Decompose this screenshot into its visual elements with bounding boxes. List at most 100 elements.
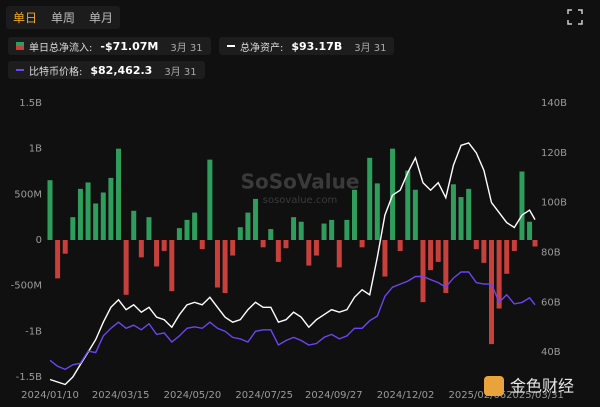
bar (77, 188, 83, 240)
bar (192, 212, 198, 240)
bar (161, 240, 167, 251)
y2-tick-label: 120B (541, 148, 567, 159)
bar (496, 240, 502, 309)
legend-item: 比特币价格: $82,462.3 3月 31 (8, 61, 205, 79)
legend-name: 单日总净流入: (29, 42, 93, 54)
bar (532, 240, 538, 247)
tab[interactable]: 单月 (89, 11, 114, 25)
y-tick-label: 1B (29, 144, 42, 155)
bar (511, 240, 517, 251)
source-text: 金色财经 (510, 377, 574, 396)
x-tick-label: 2025/03/31 (506, 390, 564, 401)
legend-swatch (16, 42, 24, 50)
bar (275, 240, 281, 262)
bar (428, 240, 434, 271)
bar (93, 203, 99, 240)
x-tick-label: 2024/12/02 (377, 390, 435, 401)
bar (374, 183, 380, 240)
bar (214, 240, 220, 288)
bar (260, 240, 266, 248)
bar (336, 240, 342, 268)
bar (283, 240, 289, 249)
bar (184, 219, 190, 240)
y-tick-label: -1.5B (16, 372, 43, 383)
line (49, 142, 536, 386)
bar (435, 240, 441, 262)
bar (306, 240, 312, 266)
bar (313, 240, 319, 256)
bar (268, 229, 274, 240)
y-tick-label: 0 (36, 235, 42, 246)
y-tick-label: -1B (25, 326, 42, 337)
bar (62, 240, 68, 254)
bar (420, 240, 426, 303)
bar (412, 189, 418, 240)
bar (527, 221, 533, 240)
line (49, 271, 536, 371)
bar (176, 228, 182, 240)
x-tick-label: 2024/07/25 (235, 390, 293, 401)
bar (222, 240, 228, 293)
y2-tick-label: 80B (541, 247, 561, 258)
bar (344, 219, 350, 240)
bar (351, 189, 357, 240)
y-tick-label: 1.5B (19, 98, 42, 109)
bar (504, 240, 510, 274)
y2-tick-label: 40B (541, 347, 561, 358)
bar (329, 219, 335, 240)
legend-swatch (227, 45, 235, 47)
period-tabs: 单日 单周 单月 (6, 6, 121, 29)
fullscreen-icon[interactable] (566, 8, 584, 26)
bar (519, 171, 525, 240)
source-logo (484, 376, 504, 396)
legend-value: $82,462.3 (90, 63, 153, 77)
tab[interactable]: 单周 (51, 11, 76, 25)
bar (443, 240, 449, 293)
bar (207, 159, 213, 240)
legend-date: 3月 31 (170, 42, 203, 54)
bar (458, 197, 464, 240)
bar (237, 227, 243, 240)
bar (382, 240, 388, 277)
bar (481, 240, 487, 263)
bar (146, 217, 152, 240)
bar (116, 148, 122, 240)
legend-swatch (16, 69, 24, 71)
tab[interactable]: 单日 (13, 11, 38, 25)
bar (199, 240, 205, 250)
bar (131, 210, 137, 240)
legend-value: $93.17B (291, 39, 343, 53)
bar (154, 240, 160, 267)
bar (230, 240, 236, 256)
legend-item: 单日总净流入: -$71.07M 3月 31 (8, 37, 211, 55)
legend-date: 3月 31 (164, 66, 197, 78)
bar (138, 240, 144, 258)
bar (253, 198, 259, 240)
bar (70, 217, 76, 240)
y-tick-label: 500M (14, 189, 42, 200)
x-tick-label: 2024/09/27 (305, 390, 363, 401)
bar (298, 221, 304, 240)
bar (390, 148, 396, 240)
bar (466, 188, 472, 240)
watermark-url: sosovalue.com (263, 195, 338, 206)
bar (169, 240, 175, 292)
bar (100, 192, 106, 240)
y2-tick-label: 140B (541, 98, 567, 109)
legend-name: 总净资产: (240, 42, 284, 54)
bar (359, 240, 365, 248)
bar (55, 240, 61, 279)
bar (245, 212, 251, 240)
legend-value: -$71.07M (100, 39, 159, 53)
bar (473, 240, 479, 250)
watermark: SoSoValue (241, 170, 360, 194)
legend-name: 比特币价格: (29, 66, 83, 78)
bar (291, 217, 297, 240)
x-tick-label: 2024/05/20 (164, 390, 222, 401)
bar (108, 177, 114, 240)
bar (123, 240, 129, 295)
bar (321, 223, 327, 240)
y2-tick-label: 100B (541, 198, 567, 209)
